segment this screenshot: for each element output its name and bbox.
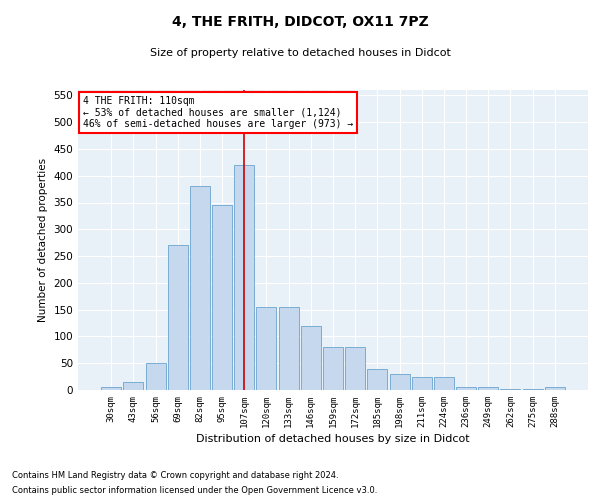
Bar: [168, 246, 188, 390]
Text: 4, THE FRITH, DIDCOT, OX11 7PZ: 4, THE FRITH, DIDCOT, OX11 7PZ: [172, 15, 428, 29]
Bar: [500, 389, 520, 390]
Bar: [367, 368, 388, 390]
Text: 4 THE FRITH: 110sqm
← 53% of detached houses are smaller (1,124)
46% of semi-det: 4 THE FRITH: 110sqm ← 53% of detached ho…: [83, 96, 353, 129]
Text: Contains HM Land Registry data © Crown copyright and database right 2024.: Contains HM Land Registry data © Crown c…: [12, 471, 338, 480]
Bar: [212, 205, 232, 390]
Bar: [278, 307, 299, 390]
X-axis label: Distribution of detached houses by size in Didcot: Distribution of detached houses by size …: [196, 434, 470, 444]
Bar: [323, 347, 343, 390]
Bar: [412, 376, 432, 390]
Y-axis label: Number of detached properties: Number of detached properties: [38, 158, 48, 322]
Bar: [256, 307, 277, 390]
Bar: [301, 326, 321, 390]
Bar: [456, 388, 476, 390]
Bar: [234, 165, 254, 390]
Bar: [545, 388, 565, 390]
Text: Contains public sector information licensed under the Open Government Licence v3: Contains public sector information licen…: [12, 486, 377, 495]
Bar: [434, 376, 454, 390]
Bar: [345, 347, 365, 390]
Bar: [146, 363, 166, 390]
Bar: [389, 374, 410, 390]
Bar: [523, 389, 542, 390]
Bar: [190, 186, 210, 390]
Bar: [124, 382, 143, 390]
Bar: [101, 388, 121, 390]
Bar: [478, 388, 498, 390]
Text: Size of property relative to detached houses in Didcot: Size of property relative to detached ho…: [149, 48, 451, 58]
